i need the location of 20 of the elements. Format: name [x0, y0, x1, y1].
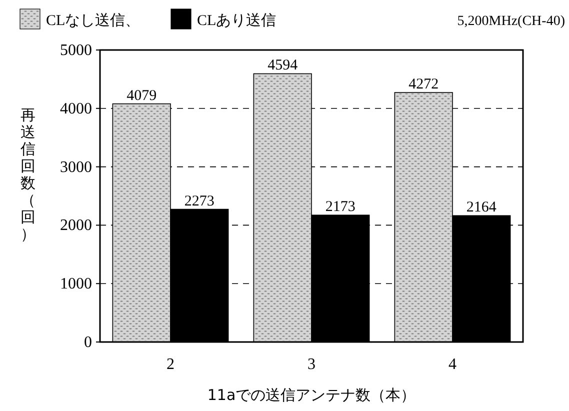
data-label: 4594 [268, 58, 298, 74]
y-tick-label: 1000 [60, 276, 92, 293]
y-axis-title: 再送信回数（回） [20, 106, 36, 243]
y-tick-label: 4000 [60, 100, 92, 118]
y-tick-label: 3000 [60, 158, 92, 176]
y-tick-label: 0 [84, 334, 92, 351]
y-tick-label: 5000 [60, 42, 92, 59]
data-label: 4079 [126, 88, 157, 104]
data-label: 2273 [184, 193, 214, 210]
data-label: 2173 [325, 199, 356, 216]
legend-label: CLあり送信 [197, 12, 276, 29]
y-tick-label: 2000 [60, 217, 92, 234]
x-tick-label: 4 [448, 356, 456, 373]
data-label: 4272 [408, 76, 439, 93]
data-label: 2164 [466, 200, 497, 216]
legend-label: CLなし送信、 [46, 12, 140, 29]
text: 5,200MHz(CH-40) [457, 14, 566, 29]
x-tick-label: 2 [166, 356, 174, 373]
x-axis-title: 11aでの送信アンテナ数（本） [207, 386, 416, 404]
x-tick-label: 3 [308, 356, 316, 373]
